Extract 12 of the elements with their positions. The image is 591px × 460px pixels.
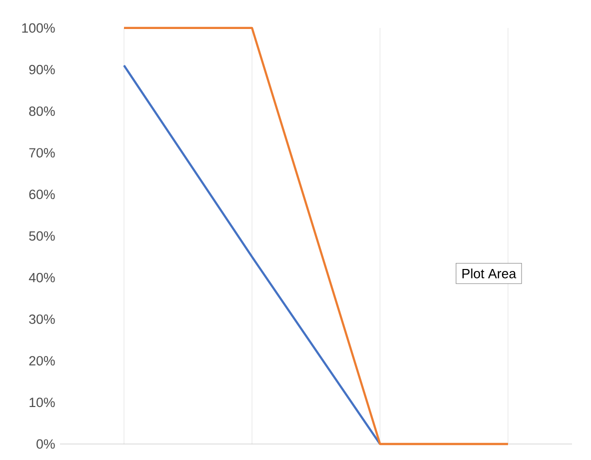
y-tick-label: 60% bbox=[29, 190, 55, 200]
y-tick-label: 30% bbox=[29, 314, 55, 324]
y-tick-label: 90% bbox=[29, 64, 55, 74]
y-tick-label: 0% bbox=[36, 439, 55, 449]
y-tick-label: 70% bbox=[29, 148, 55, 158]
y-tick-label: 80% bbox=[29, 106, 55, 116]
y-tick-label: 50% bbox=[29, 231, 55, 241]
y-tick-label: 100% bbox=[22, 23, 55, 33]
y-tick-label: 10% bbox=[30, 398, 55, 408]
y-tick-label: 40% bbox=[28, 272, 55, 282]
annotation: Plot Area bbox=[462, 268, 516, 278]
y-tick-label: 20% bbox=[29, 356, 55, 366]
